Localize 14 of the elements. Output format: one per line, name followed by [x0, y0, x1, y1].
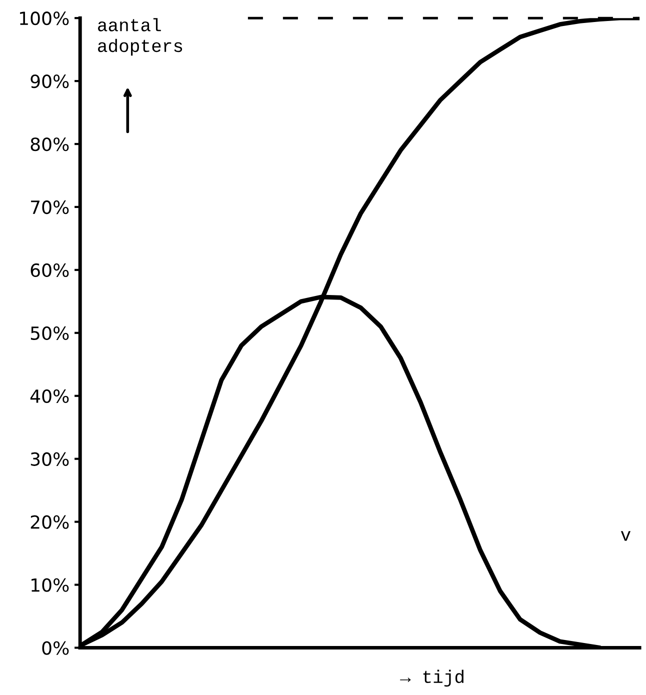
y-tick-label: 70%	[31, 200, 69, 214]
y-tick-label: 90%	[30, 74, 69, 88]
y-tick-label: 80%	[30, 137, 69, 152]
y-tick-label: 100%	[20, 12, 69, 26]
y-tick-label: 40%	[30, 389, 69, 403]
y-tick-label: 60%	[30, 263, 69, 278]
x-axis-title: → tijd	[400, 670, 464, 687]
y-tick-label: 10%	[32, 578, 69, 592]
y-tick-label: 30%	[30, 452, 69, 466]
annotation: v	[620, 531, 631, 541]
y-axis-title: aantal adopters	[98, 18, 182, 56]
y-tick-label: 50%	[30, 326, 69, 340]
y-tick-label: 20%	[30, 515, 69, 529]
y-tick-label: 0%	[42, 641, 69, 655]
